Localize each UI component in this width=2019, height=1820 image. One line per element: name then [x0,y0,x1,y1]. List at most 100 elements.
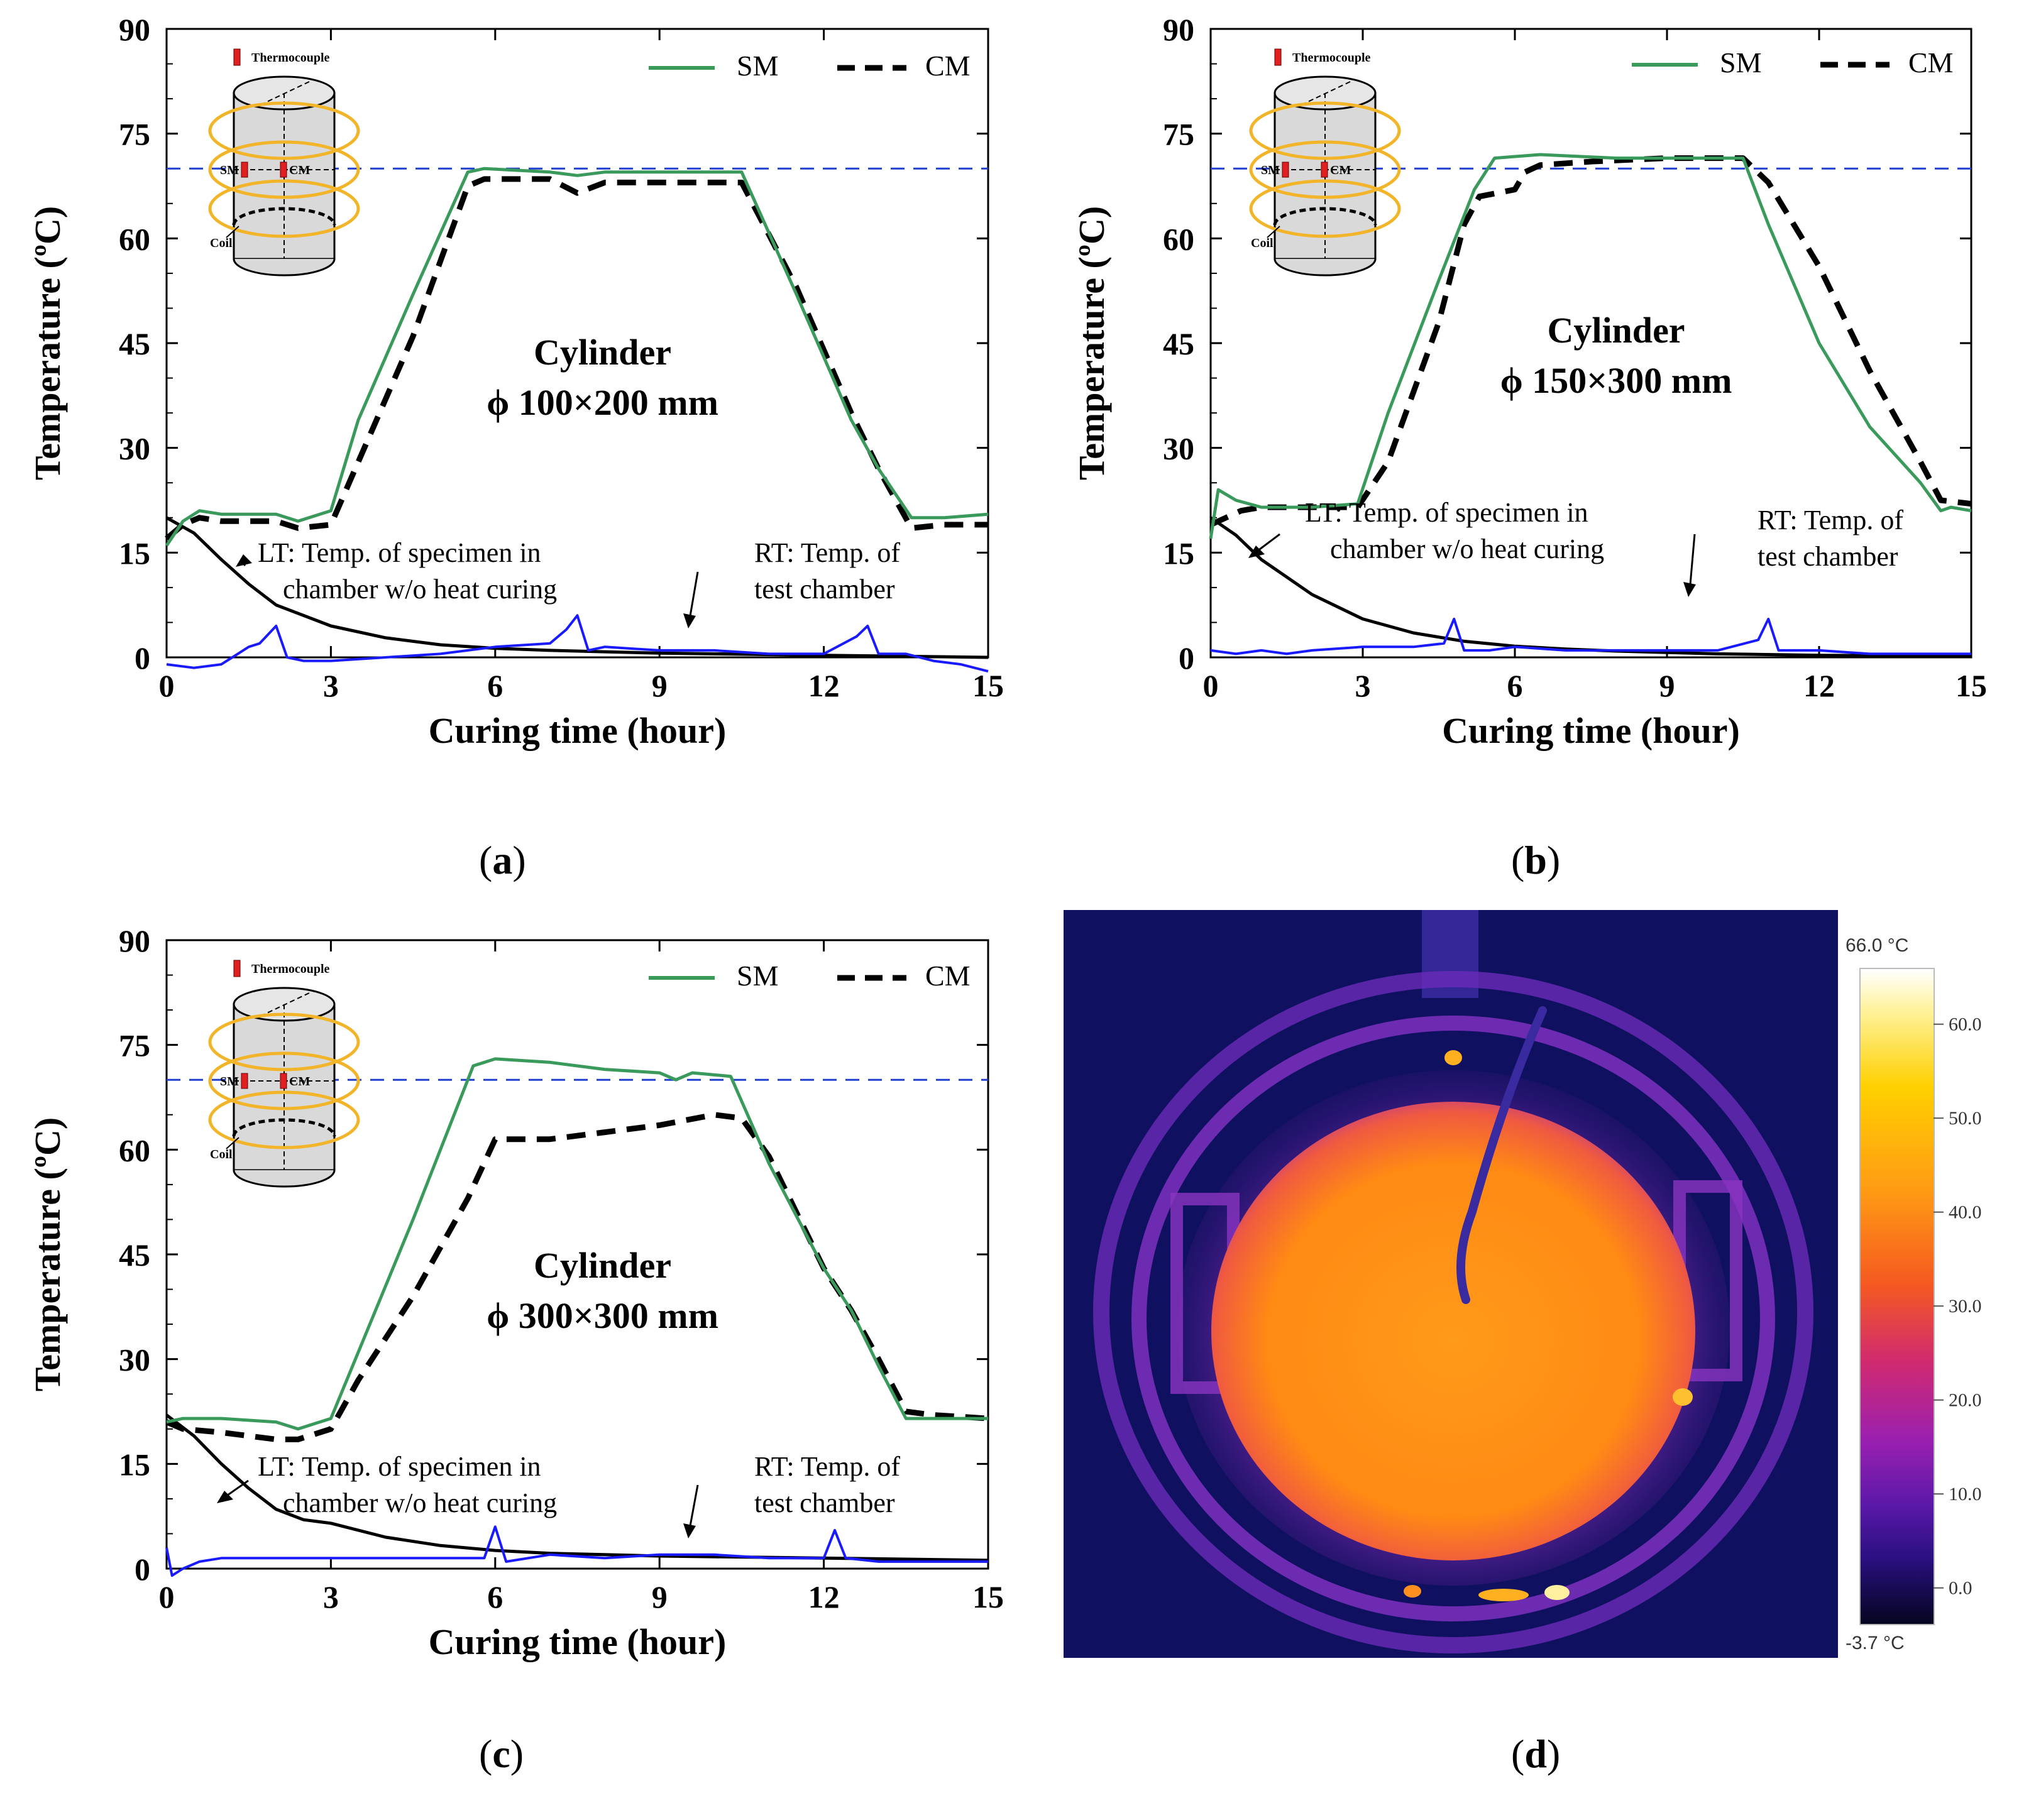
colorbar-tick-label: 50.0 [1949,1108,1982,1129]
rt-annotation-line2: test chamber [1758,541,1898,572]
lt-annotation-line2: chamber w/o heat curing [1330,534,1604,564]
specimen-title: Cylinder [534,332,671,373]
cm-sensor [280,1073,287,1089]
colorbar-tick-label: 60.0 [1949,1014,1982,1035]
thermal-panel-d: 66.0 °C 60.0 50.0 40.0 30.0 20.0 10.0 0.0 -3.7… [1009,910,2019,1820]
heating-coil-ring [1249,140,1401,199]
x-tick-label: 0 [159,668,175,703]
lt-annotation-line1: LT: Temp. of specimen in [258,1451,541,1482]
inset-cm-label: CM [289,163,310,177]
y-tick-label: 75 [1163,117,1194,152]
sm-sensor [241,162,248,178]
lt-arrow-head [1248,545,1265,558]
sm-sensor [241,1073,248,1089]
caption-a: (a) [479,838,526,882]
rt-annotation-line1: RT: Temp. of [754,537,900,568]
sm-sensor [1282,162,1289,178]
inset-cm-label: CM [289,1075,310,1088]
x-tick-label: 0 [159,1579,175,1614]
series-rt-line [165,1525,988,1577]
y-tick-label: 15 [119,1447,150,1482]
series-sm-line [166,1057,988,1431]
y-tick-label: 60 [1163,221,1194,256]
legend-sm-label: SM [737,960,778,992]
cylinder-bottom [233,258,336,277]
x-tick-label: 0 [1203,668,1219,703]
lt-annotation-line2: chamber w/o heat curing [283,1488,557,1518]
x-tick-label: 6 [487,668,503,703]
y-tick-label: 90 [1163,12,1194,47]
specimen-size: ϕ 300×300 mm [487,1295,718,1336]
inset-thermocouple-label: Thermocouple [1292,51,1371,65]
y-tick-label: 15 [1163,535,1194,571]
x-tick-label: 9 [652,668,668,703]
temperature-chart-a: 0 15 30 45 60 75 90 0 3 6 9 12 15 Curing time (hour) T… [27,12,1004,751]
series-rt-line [1210,617,1971,655]
cylinder-bottom [1274,258,1377,277]
y-tick-label: 30 [119,431,150,466]
temperature-chart-b: 0 15 30 45 60 75 90 0 3 6 9 12 15 Curing time (hour) T… [1071,12,1987,751]
heating-coil-ring [208,1090,360,1149]
rt-annotation-line2: test chamber [754,1488,895,1518]
x-tick-label: 9 [1659,668,1675,703]
thermal-image [1064,910,1838,1658]
inset-coil-label: Coil [210,236,233,250]
y-tick-label: 90 [119,12,150,47]
caption-c: (c) [479,1731,524,1776]
x-tick-label: 9 [652,1579,668,1614]
cylinder-bottom [233,1170,336,1188]
heating-coil-ring [208,140,360,199]
lt-annotation-line2: chamber w/o heat curing [283,574,557,605]
x-tick-label: 12 [1803,668,1835,703]
x-tick-label: 12 [808,1579,840,1614]
legend-sm-label: SM [737,50,778,82]
y-axis-label: Temperature (ºC) [27,206,68,480]
specimen-title: Cylinder [534,1245,671,1286]
chart-panel-a: 0 15 30 45 60 75 90 0 3 6 9 12 15 Curing time (hour) T… [0,0,1009,910]
series-rt-line [166,614,989,673]
series-lt-line [165,516,989,659]
x-tick-label: 3 [323,1579,339,1614]
y-tick-label: 0 [135,1552,150,1587]
cm-sensor [1321,162,1328,178]
specimen-size: ϕ 150×300 mm [1500,360,1732,401]
x-axis-label: Curing time (hour) [429,1621,727,1662]
colorbar-tick-label: 0.0 [1949,1578,1972,1599]
y-tick-label: 90 [119,923,150,958]
x-tick-label: 6 [1507,668,1523,703]
y-tick-label: 30 [119,1342,150,1378]
cylinder-diag [258,81,310,106]
thermal-photo-drawing [1064,910,1838,1658]
coil-pointer [1267,226,1280,238]
lt-arrow-head [217,1491,233,1503]
x-tick-label: 15 [972,668,1004,703]
inset-sm-label: SM [220,1075,239,1088]
specimen-size: ϕ 100×200 mm [487,382,718,423]
rt-arrow [689,571,699,617]
caption-d: (d) [1511,1731,1561,1776]
y-axis-label: Temperature (ºC) [27,1117,68,1391]
thermal-max-label: 66.0 °C [1846,935,1909,956]
thermal-colorbar [1859,968,1935,1625]
inset-cylinder-diagram: Thermocouple SM CM Coil [208,48,360,277]
y-tick-label: 0 [135,640,150,676]
x-axis-label: Curing time (hour) [429,710,727,751]
rt-arrow-head [683,1523,696,1538]
y-tick-label: 45 [119,326,150,361]
cm-sensor [280,162,287,178]
y-tick-label: 15 [119,535,150,571]
x-tick-label: 15 [1956,668,1987,703]
inset-sm-label: SM [220,163,239,177]
inset-sm-label: SM [1261,163,1280,177]
y-tick-label: 30 [1163,431,1194,466]
x-tick-label: 3 [323,668,339,703]
x-tick-label: 12 [808,668,840,703]
colorbar-tick-label: 40.0 [1949,1202,1982,1223]
colorbar-tick-label: 10.0 [1949,1484,1982,1505]
series-lt-line [165,1413,989,1562]
x-axis-label: Curing time (hour) [1442,710,1740,751]
inset-thermocouple-label: Thermocouple [251,51,330,65]
coil-pointer [226,1137,239,1149]
inset-coil-label: Coil [210,1148,233,1161]
legend-cm-label: CM [1908,47,1954,79]
